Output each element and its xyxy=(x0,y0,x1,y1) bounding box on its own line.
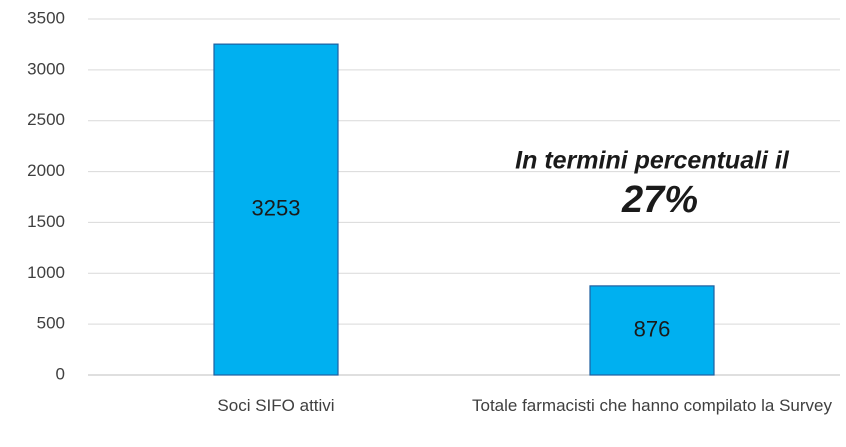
y-tick-label: 3000 xyxy=(27,59,65,78)
y-tick-label: 0 xyxy=(56,364,65,383)
y-tick-label: 1000 xyxy=(27,263,65,282)
bar xyxy=(589,285,715,376)
x-tick-label: Soci SIFO attivi xyxy=(217,396,335,415)
y-tick-label: 2500 xyxy=(27,110,65,129)
y-tick-label: 500 xyxy=(37,314,65,333)
data-label: 876 xyxy=(634,316,671,341)
annotation: 27% xyxy=(621,179,698,221)
y-tick-label: 3500 xyxy=(27,8,65,27)
y-tick-label: 1500 xyxy=(27,212,65,231)
y-tick-label: 2000 xyxy=(27,161,65,180)
bar xyxy=(213,43,339,376)
annotation: In termini percentuali il xyxy=(515,147,790,175)
data-label: 3253 xyxy=(252,195,301,220)
x-tick-label: Totale farmacisti che hanno compilato la… xyxy=(471,396,832,415)
